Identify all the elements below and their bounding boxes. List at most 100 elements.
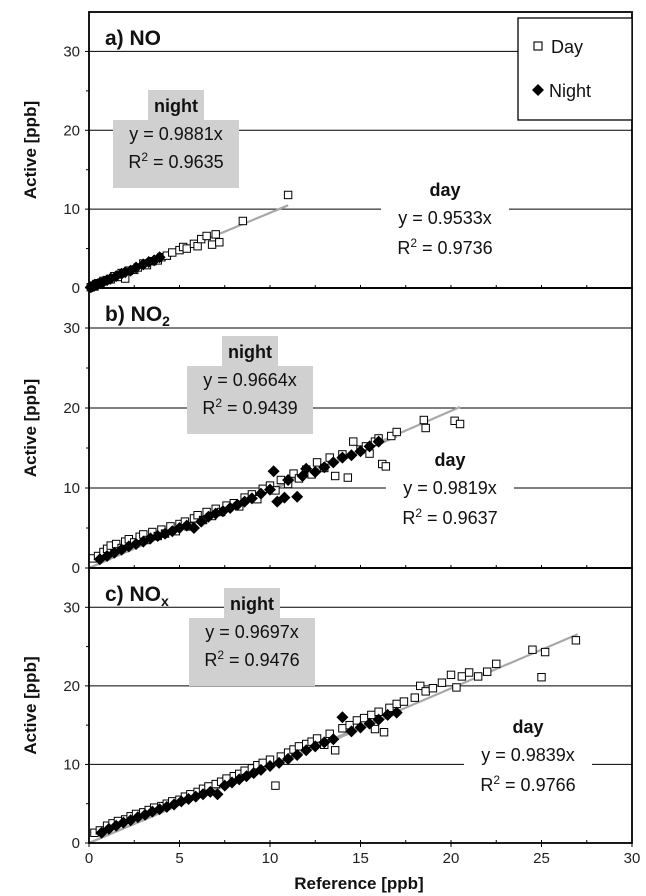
y-tick-label: 0 [72, 560, 80, 577]
point-day [473, 672, 483, 681]
panel-letter: a) [105, 27, 130, 50]
legend-box [517, 17, 633, 121]
point-day [238, 216, 248, 226]
point-night [363, 717, 376, 730]
panel-species-subscript: x [161, 593, 169, 609]
series-night [95, 706, 403, 839]
legend-night-marker [532, 84, 544, 96]
point-night [381, 708, 394, 721]
x-tick-label: 20 [443, 850, 460, 867]
point-night [318, 461, 331, 474]
y-tick-label: 30 [63, 599, 80, 616]
day-r2-r2-text: R [480, 775, 493, 795]
panel-letter: c) [105, 583, 130, 606]
night-r2-r2-value: = 0.9635 [148, 152, 224, 172]
point-night [354, 721, 367, 734]
point-night [372, 435, 385, 448]
point-day [492, 659, 501, 669]
point-night [282, 474, 295, 486]
night-label: night [228, 342, 272, 362]
y-tick-label: 10 [63, 201, 80, 218]
point-night [327, 456, 340, 469]
point-day [343, 473, 353, 482]
point-day [370, 724, 380, 734]
point-night [187, 522, 200, 534]
night-r2: R2 = 0.9476 [204, 648, 299, 670]
y-tick-label: 20 [63, 122, 80, 139]
night-fit-annotation: night y = 0.9697x R2 = 0.9476 [189, 588, 315, 686]
night-r2: R2 = 0.9439 [202, 396, 297, 418]
x-axis-label: Reference [ppb] [294, 874, 423, 893]
point-night [264, 760, 276, 772]
night-eq-bg [113, 120, 239, 188]
point-day [399, 697, 409, 706]
point-day [540, 647, 550, 657]
day-label: day [434, 450, 465, 470]
day-r2-r2-sup: 2 [410, 236, 417, 250]
point-night [327, 733, 340, 746]
point-day [392, 699, 401, 709]
point-day [428, 684, 438, 693]
panel-3: 0 10 20 30 0 5 10 15 20 25 30 Active [ppb] c) NOx nig… [21, 567, 640, 867]
point-day [419, 415, 429, 425]
point-day [571, 636, 581, 645]
legend-day-marker [533, 41, 543, 51]
point-day [457, 672, 467, 681]
night-equation: y = 0.9697x [205, 622, 299, 642]
point-day [381, 462, 391, 471]
point-night [309, 466, 322, 478]
point-night [372, 713, 385, 726]
point-day [215, 238, 224, 247]
legend-night-label: Night [549, 81, 591, 101]
point-day [207, 240, 217, 249]
point-day [379, 728, 389, 737]
panel-species: NO [131, 303, 163, 326]
point-day [367, 710, 376, 720]
point-night [278, 491, 291, 504]
point-night [336, 451, 349, 464]
y-axis-label: Active [ppb] [21, 101, 40, 199]
day-r2-r2-value: = 0.9736 [417, 238, 493, 258]
point-night [354, 445, 367, 458]
point-night [390, 706, 403, 719]
point-night [273, 756, 286, 769]
day-fit-annotation: day y = 0.9533x R2 = 0.9736 [381, 174, 509, 266]
night-label-bg [222, 336, 278, 366]
day-r2-r2-value: = 0.9637 [422, 508, 498, 528]
point-day [202, 231, 211, 241]
point-day [421, 423, 430, 433]
y-tick-label: 0 [72, 280, 80, 297]
night-r2-r2-text: R [202, 398, 215, 418]
point-night [254, 763, 267, 776]
y-tick-label: 10 [63, 756, 80, 773]
day-eq-bg [381, 204, 509, 266]
point-day [330, 746, 340, 755]
point-day [410, 693, 420, 702]
day-equation: y = 0.9819x [403, 478, 497, 498]
y-tick-label: 0 [72, 835, 80, 852]
night-equation: y = 0.9881x [129, 124, 223, 144]
panel-species: NO [130, 27, 162, 50]
point-night [267, 465, 280, 478]
day-eq-bg [386, 474, 514, 536]
day-r2-r2-text: R [402, 508, 415, 528]
x-tick-label: 0 [85, 850, 93, 867]
x-tick-label: 10 [262, 850, 279, 867]
day-label: day [512, 717, 543, 737]
day-label-bg [502, 711, 554, 739]
point-night [291, 749, 304, 761]
point-day [349, 437, 358, 446]
panel-1: 0 10 20 30 Active [ppb] a) NO night y = 0.9881x… [21, 11, 633, 297]
legend-day-label: Day [551, 37, 583, 57]
x-tick-label: 25 [533, 850, 550, 867]
point-day [193, 242, 202, 251]
point-day [483, 667, 492, 676]
point-day [211, 230, 220, 239]
night-r2-r2-sup: 2 [215, 396, 222, 410]
y-axis-label: Active [ppb] [21, 379, 40, 477]
panel-title-text: b) NO2 [105, 303, 170, 329]
panel-title-text: a) NO [105, 27, 161, 50]
point-day [289, 469, 298, 478]
